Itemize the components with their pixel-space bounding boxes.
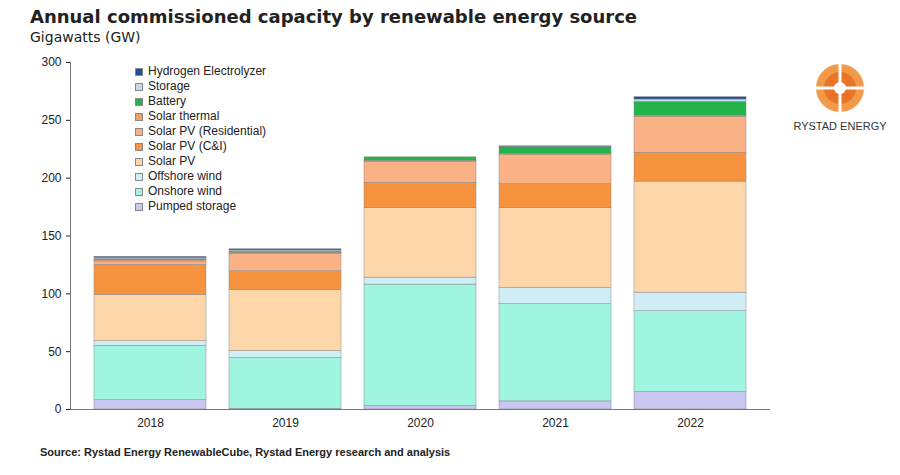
html-text:Gigawatts (GW): Gigawatts (GW) [30,29,141,45]
html-text:Battery: Battery [148,94,186,108]
svg-text:100: 100 [41,287,61,301]
svg-text:150: 150 [41,229,61,243]
html-text:Offshore wind: Offshore wind [148,169,222,183]
svg-text:50: 50 [48,345,62,359]
svg-text:250: 250 [41,113,61,127]
svg-text:2018: 2018 [137,416,164,430]
html-text:Pumped storage: Pumped storage [148,199,237,213]
svg-text:200: 200 [41,171,61,185]
html-text:Annual commissioned capacity b: Annual commissioned capacity by renewabl… [30,6,637,27]
svg-text:300: 300 [41,55,61,69]
html-text:Source: Rystad Energy Renewabl: Source: Rystad Energy RenewableCube, Rys… [40,446,451,458]
html-text:Solar PV (C&I): Solar PV (C&I) [148,139,227,153]
html-text:Onshore wind: Onshore wind [148,184,222,198]
html-text:Storage: Storage [148,79,190,93]
html-text:RYSTAD ENERGY: RYSTAD ENERGY [793,120,887,132]
html-text:Solar PV: Solar PV [148,154,196,168]
html-text:Hydrogen Electrolyzer: Hydrogen Electrolyzer [148,64,267,78]
svg-text:2020: 2020 [407,416,434,430]
svg-text:2022: 2022 [677,416,704,430]
html-text:Solar thermal: Solar thermal [148,109,220,123]
svg-text:0: 0 [55,402,62,416]
svg-text:2021: 2021 [542,416,569,430]
svg-text:2019: 2019 [272,416,299,430]
html-text:Solar PV (Residential): Solar PV (Residential) [148,124,267,138]
